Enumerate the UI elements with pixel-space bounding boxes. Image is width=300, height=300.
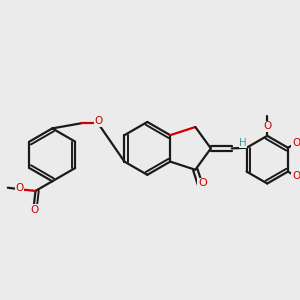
Text: O: O — [292, 171, 300, 182]
Text: H: H — [239, 138, 247, 148]
Text: O: O — [292, 138, 300, 148]
Text: O: O — [94, 116, 103, 126]
Text: O: O — [15, 183, 23, 193]
Text: O: O — [31, 205, 39, 215]
Text: O: O — [263, 121, 272, 131]
Text: O: O — [198, 178, 207, 188]
